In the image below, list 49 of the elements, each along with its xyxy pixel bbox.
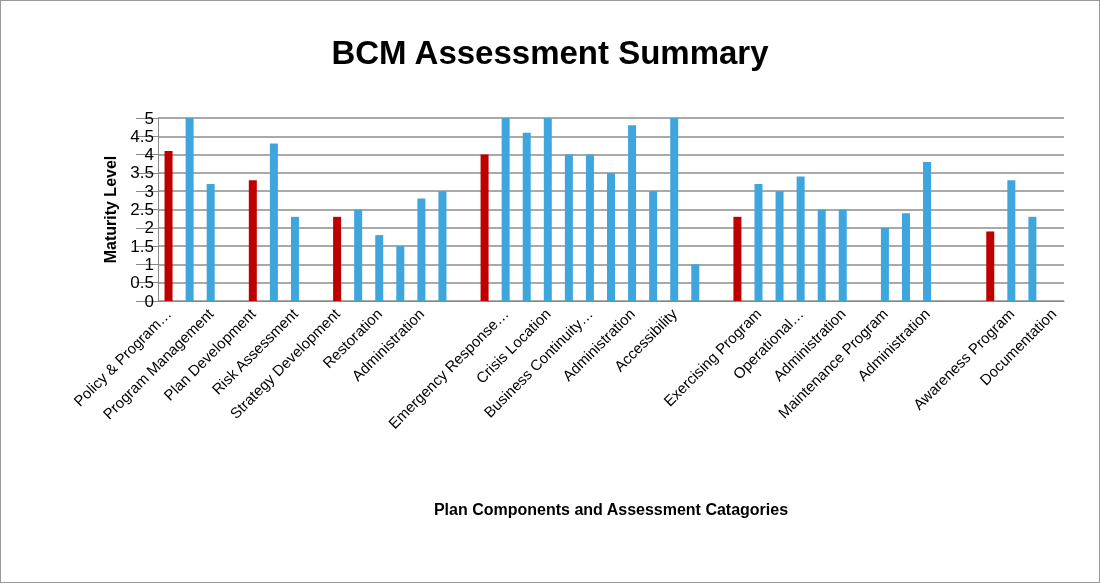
bar — [269, 143, 278, 301]
bar — [438, 191, 447, 301]
bar — [607, 172, 615, 301]
y-tick-label: 4 — [144, 145, 154, 165]
bar — [375, 235, 384, 301]
bar — [396, 246, 405, 301]
y-tick-label: 3.5 — [130, 163, 154, 183]
bar — [522, 132, 531, 301]
chart-title: BCM Assessment Summary — [331, 34, 770, 71]
bar — [649, 191, 658, 301]
y-tick-label: 1.5 — [130, 236, 154, 256]
y-tick-label: 1 — [144, 254, 154, 274]
y-tick-label: 4.5 — [130, 126, 154, 146]
bar — [206, 183, 215, 301]
bar — [164, 150, 173, 301]
bar — [691, 264, 700, 301]
bar — [775, 191, 784, 301]
bar — [501, 118, 510, 301]
bar — [880, 227, 889, 301]
bar — [585, 154, 594, 301]
bar — [564, 154, 573, 301]
bar — [838, 209, 847, 301]
y-tick-label: 5 — [144, 108, 154, 128]
bar — [754, 183, 763, 301]
y-axis-title: Maturity Level — [101, 155, 119, 264]
y-tick-label: 0 — [144, 291, 154, 311]
bar — [354, 209, 363, 301]
bar — [248, 180, 257, 301]
y-tick-label: 3 — [144, 181, 154, 201]
bar — [901, 213, 910, 301]
bar — [1007, 180, 1016, 301]
bar — [670, 118, 679, 301]
bar — [417, 198, 426, 301]
bar — [1028, 216, 1037, 301]
bar — [290, 216, 299, 301]
bar — [986, 231, 995, 301]
bar — [733, 216, 742, 301]
bar — [185, 118, 194, 301]
y-tick-label: 2.5 — [130, 200, 154, 219]
x-axis-title: Plan Components and Assessment Catagories — [433, 500, 789, 518]
y-tick-label: 2 — [144, 218, 154, 238]
bar — [796, 176, 805, 301]
bar — [333, 216, 342, 301]
bar — [817, 209, 826, 301]
bar — [480, 154, 489, 301]
y-tick-label: 0.5 — [130, 273, 154, 293]
bar — [543, 118, 552, 301]
bar — [628, 125, 637, 301]
bar — [923, 161, 932, 301]
